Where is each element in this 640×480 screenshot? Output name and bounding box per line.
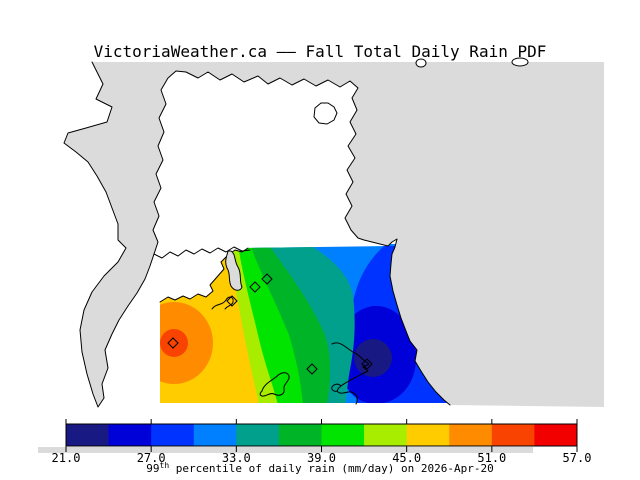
- victoria-harbour-outline: [331, 342, 370, 405]
- low-rain-bullseye: [354, 339, 392, 377]
- malahat-finlayson-coastline: [63, 61, 251, 408]
- colorbar-tick-label: 21.0: [52, 451, 81, 465]
- rain-colorbar: 21.0 27.0 33.0 39.0 45.0 51.0 57.0: [52, 419, 592, 465]
- colorbar-caption: 99th percentile of daily rain (mm/day) o…: [146, 461, 493, 475]
- colorbar-tick-label: 27.0: [137, 451, 166, 465]
- colorbar-tick-label: 33.0: [222, 451, 251, 465]
- colorbar-segment: [66, 424, 110, 446]
- station-diamond: [261, 273, 273, 285]
- caption-rest: percentile of daily rain (mm/day) on 202…: [169, 462, 494, 475]
- station-markers: [167, 273, 373, 375]
- colorbar-shadow: [38, 447, 533, 453]
- colorbar-segment: [278, 424, 322, 446]
- station-diamond: [226, 295, 238, 307]
- caption-superscript: th: [160, 461, 170, 470]
- station-diamond: [306, 363, 318, 375]
- high-rain-bullseye: [160, 329, 188, 357]
- station-diamond: [249, 281, 261, 293]
- tod-inlet: [225, 250, 243, 291]
- colorbar-tick-label: 51.0: [477, 451, 506, 465]
- station-diamond: [361, 358, 373, 370]
- colorbar-tick-label: 45.0: [392, 451, 421, 465]
- colorbar-segment: [449, 424, 493, 446]
- small-island-west: [415, 58, 427, 68]
- colorbar-segment: [491, 424, 535, 446]
- colorbar-segment: [321, 424, 365, 446]
- colorbar-segment: [406, 424, 450, 446]
- colorbar-segment: [151, 424, 195, 446]
- colorbar-tick-label: 57.0: [563, 451, 592, 465]
- colorbar-segment: [108, 424, 152, 446]
- caption-base: 99: [146, 462, 159, 475]
- colorbar-segment: [364, 424, 408, 446]
- colorbar-segment: [534, 424, 578, 446]
- station-diamond: [167, 337, 179, 349]
- colorbar-segment: [193, 424, 237, 446]
- colorbar-tick-label: 39.0: [307, 451, 336, 465]
- lake-outline: [259, 372, 290, 397]
- james-island: [313, 102, 338, 125]
- small-island-east: [511, 57, 529, 67]
- page-title: VictoriaWeather.ca —— Fall Total Daily R…: [94, 42, 547, 61]
- colorbar-segment: [236, 424, 280, 446]
- peninsula-coastline: [152, 70, 451, 406]
